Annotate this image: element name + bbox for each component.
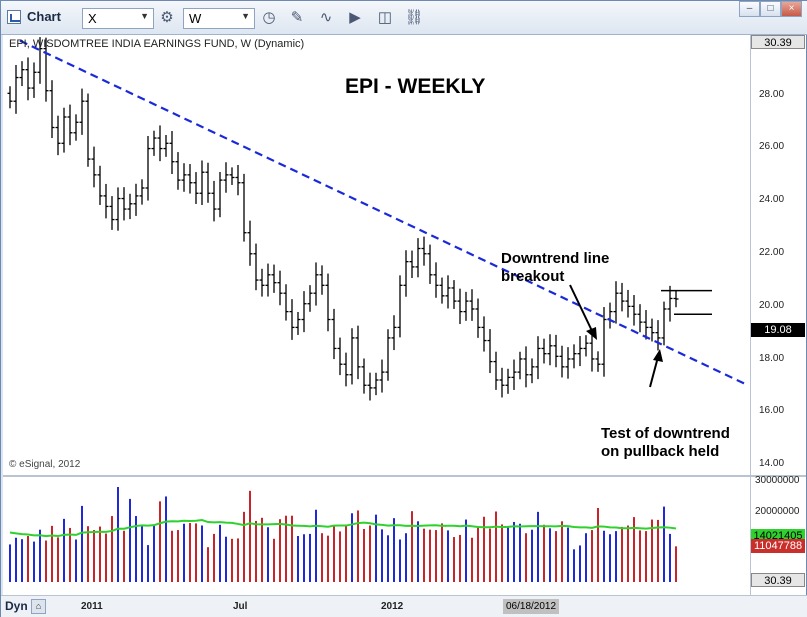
chart-app-icon: [7, 10, 21, 24]
volume-chart-svg: [9, 487, 677, 582]
volume-axis[interactable]: 30000000 20000000 14021405 11047788 30.3…: [750, 475, 806, 595]
interval-value: W: [189, 11, 202, 26]
price-chart-svg: [7, 37, 749, 401]
link-icon[interactable]: ⛓: [404, 9, 424, 26]
symbol-description: EPI, WISDOMTREE INDIA EARNINGS FUND, W (…: [9, 38, 305, 50]
price-axis-label: 26.00: [759, 141, 785, 152]
chevron-down-icon: ▼: [241, 11, 250, 21]
price-axis[interactable]: 28.00 26.00 24.00 22.00 20.00 18.00 16.0…: [750, 35, 806, 475]
pencil-icon[interactable]: ✎: [290, 9, 304, 26]
cursor-date-tag: 06/18/2012: [503, 599, 560, 614]
panel-splitter[interactable]: [3, 475, 806, 477]
maximize-button[interactable]: □: [760, 1, 781, 17]
window-controls: – □ ×: [739, 1, 802, 17]
annotation-test-line1: Test of downtrend: [601, 425, 730, 442]
annotation-breakout: Downtrend line breakout: [501, 250, 609, 286]
price-axis-label: 20.00: [759, 300, 785, 311]
app-title: Chart: [27, 9, 61, 24]
minimize-button[interactable]: –: [739, 1, 760, 17]
chart-title: EPI - WEEKLY: [345, 75, 486, 98]
price-axis-label: 28.00: [759, 89, 785, 100]
time-axis[interactable]: Dyn ⌂ 2011 Jul 2012 06/18/2012: [1, 595, 807, 617]
annotation-arrow-test: [649, 356, 659, 388]
symbol-dropdown[interactable]: X ▼: [82, 8, 154, 29]
annotation-breakout-line1: Downtrend line: [501, 250, 610, 267]
play-icon[interactable]: ▶: [349, 9, 361, 26]
arrowhead-icon: [653, 349, 663, 362]
time-label: Jul: [233, 601, 248, 612]
price-top-tag: 30.39: [751, 35, 805, 49]
chevron-down-icon: ▼: [140, 11, 149, 21]
curve-tool-icon[interactable]: ∿: [319, 9, 333, 26]
annotation-breakout-line2: breakout: [501, 268, 565, 285]
volume-axis-label: 20000000: [755, 506, 800, 517]
price-panel[interactable]: EPI, WISDOMTREE INDIA EARNINGS FUND, W (…: [3, 35, 750, 475]
clock-icon[interactable]: ◷: [262, 9, 276, 26]
price-axis-label: 24.00: [759, 194, 785, 205]
symbol-value: X: [88, 11, 97, 26]
close-button[interactable]: ×: [781, 1, 802, 17]
annotation-test-line2: on pullback held: [601, 443, 720, 460]
volume-bottom-tag: 30.39: [751, 573, 805, 587]
time-label: 2012: [381, 601, 404, 612]
annotation-test: Test of downtrend on pullback held: [601, 425, 730, 461]
copyright: © eSignal, 2012: [9, 459, 81, 470]
interval-dropdown[interactable]: W ▼: [183, 8, 255, 29]
volume-axis-label: 30000000: [755, 475, 800, 486]
volume-last-tag: 11047788: [751, 539, 805, 553]
dyn-label: Dyn: [5, 599, 28, 613]
cursor-settings-icon[interactable]: ⚙: [160, 9, 174, 26]
toolbar: Chart X ▼ ⚙ W ▼ ◷ ✎ ∿ ▶ ◫ ⛓ – □ ×: [1, 1, 807, 35]
arrowhead-icon: [586, 327, 597, 340]
time-label: 2011: [81, 601, 103, 612]
downtrend-line: [19, 39, 749, 387]
last-price-tag: 19.08: [751, 323, 805, 337]
price-axis-label: 16.00: [759, 405, 785, 416]
annotation-arrow-breakout: [569, 284, 594, 334]
eraser-icon[interactable]: ◫: [377, 9, 393, 26]
dynamic-scale-icon[interactable]: ⌂: [31, 599, 46, 614]
price-axis-label: 22.00: [759, 247, 785, 258]
volume-ma-line: [9, 519, 677, 538]
volume-panel[interactable]: [3, 477, 750, 595]
price-axis-label: 14.00: [759, 458, 785, 469]
price-axis-label: 18.00: [759, 353, 785, 364]
